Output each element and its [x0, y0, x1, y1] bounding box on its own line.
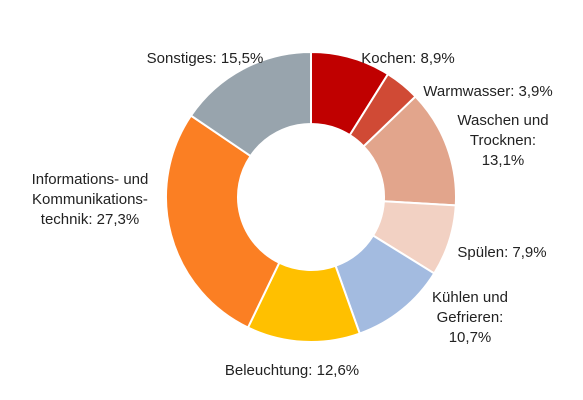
- donut-slices: [165, 50, 457, 343]
- slice-label-5-line-0: Beleuchtung: 12,6%: [225, 362, 359, 379]
- slice-label-6-line-0: Informations- und: [32, 171, 149, 188]
- slice-label-6: Informations- und Kommunikations-technik:…: [32, 171, 149, 228]
- slice-label-4-line-2: 10,7%: [449, 329, 492, 346]
- slice-label-2-line-0: Waschen und: [457, 112, 548, 129]
- slice-label-4-line-0: Kühlen und: [432, 289, 508, 306]
- slice-label-2-line-2: 13,1%: [482, 152, 525, 169]
- slice-label-3-line-0: Spülen: 7,9%: [457, 244, 546, 261]
- slice-label-2: Waschen und Trocknen: 13,1%: [457, 112, 548, 169]
- slice-7: [189, 50, 312, 158]
- slice-label-4-line-1: Gefrieren:: [437, 309, 504, 326]
- slice-label-0-line-0: Kochen: 8,9%: [361, 50, 454, 67]
- slice-label-0: Kochen: 8,9%: [361, 50, 454, 67]
- slice-label-6-line-1: Kommunikations-: [32, 191, 148, 208]
- slice-label-2-line-1: Trocknen:: [470, 132, 536, 149]
- slice-label-5: Beleuchtung: 12,6%: [225, 362, 359, 379]
- slice-label-7: Sonstiges: 15,5%: [147, 50, 264, 67]
- slice-label-6-line-2: technik: 27,3%: [41, 211, 139, 228]
- slice-6: [165, 114, 281, 329]
- slice-label-3: Spülen: 7,9%: [457, 244, 546, 261]
- slice-label-1: Warmwasser: 3,9%: [423, 83, 552, 100]
- slice-labels: Kochen: 8,9% Warmwasser: 3,9% Waschen und T…: [32, 50, 553, 379]
- slice-label-1-line-0: Warmwasser: 3,9%: [423, 83, 552, 100]
- slice-label-7-line-0: Sonstiges: 15,5%: [147, 50, 264, 67]
- slice-label-4: Kühlen und Gefrieren: 10,7%: [432, 289, 508, 346]
